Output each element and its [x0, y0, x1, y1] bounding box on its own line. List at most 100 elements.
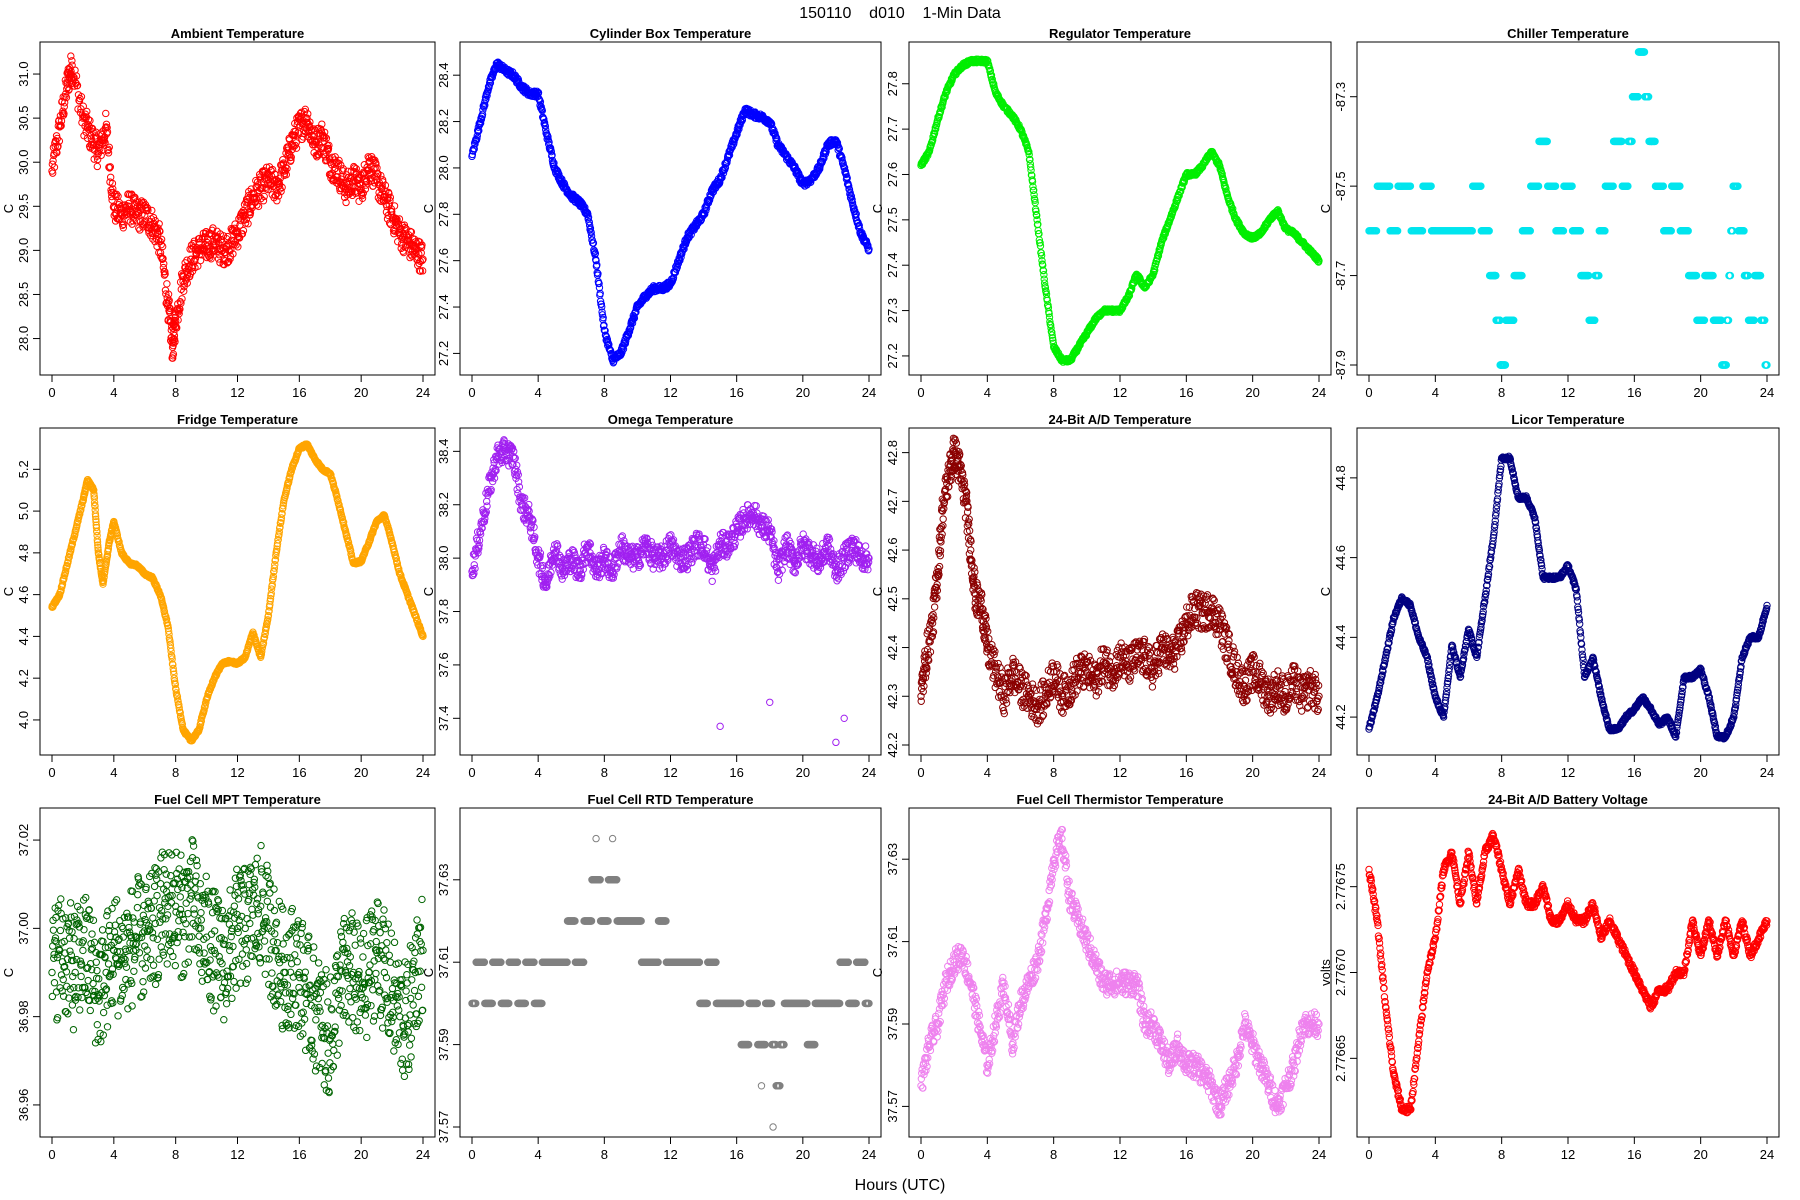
data-point: [103, 123, 111, 132]
x-tick-label: 16: [1627, 385, 1641, 400]
y-tick-label: 27.6: [436, 248, 451, 273]
x-tick-label: 8: [1498, 385, 1505, 400]
y-tick-label: 27.8: [436, 202, 451, 227]
y-tick-label: 27.3: [885, 298, 900, 323]
y-tick-label: 28.5: [16, 282, 31, 307]
x-tick-label: 0: [48, 765, 55, 780]
data-point: [194, 262, 202, 270]
data-point: [138, 210, 146, 219]
data-point: [157, 240, 165, 249]
x-tick-label: 8: [1050, 385, 1057, 400]
x-tick-label: 16: [292, 765, 306, 780]
data-point: [101, 138, 109, 147]
y-axis-label: C: [421, 204, 436, 213]
data-point: [159, 254, 167, 263]
x-tick-label: 20: [1693, 385, 1707, 400]
data-point: [112, 190, 121, 199]
x-tick-label: 24: [1312, 385, 1326, 400]
data-point: [238, 208, 246, 217]
y-tick-label: 27.4: [436, 294, 451, 319]
series-points: [48, 52, 427, 362]
x-tick-label: 4: [110, 385, 117, 400]
data-point: [76, 94, 84, 103]
data-point: [50, 163, 59, 171]
data-point: [151, 237, 159, 246]
series-points: [917, 55, 1323, 366]
y-tick-label: 27.4: [885, 253, 900, 278]
data-point: [73, 81, 82, 90]
plot-frame: [39, 427, 436, 756]
y-axis-label: C: [1318, 204, 1333, 213]
data-point: [189, 262, 197, 270]
data-point: [206, 253, 214, 262]
y-tick-label: 29.0: [16, 238, 31, 263]
y-tick-label: 28.0: [16, 326, 31, 351]
x-tick-label: 0: [1365, 385, 1372, 400]
data-point: [227, 245, 235, 254]
data-point: [244, 220, 252, 228]
x-tick-label: 24: [1760, 385, 1774, 400]
y-tick-label: 29.5: [16, 194, 31, 219]
y-tick-label: 27.2: [885, 343, 900, 368]
y-tick-label: 27.5: [885, 207, 900, 232]
data-point: [157, 235, 166, 244]
x-tick-label: 8: [601, 385, 608, 400]
y-tick-label: -87.9: [1333, 350, 1348, 380]
data-point: [129, 217, 137, 225]
y-tick-label: -87.5: [1333, 171, 1348, 201]
x-tick-label: 24: [416, 765, 430, 780]
chart-title: Ambient Temperature: [171, 26, 304, 41]
data-point: [84, 115, 93, 124]
data-point: [210, 247, 219, 255]
y-tick-label: 28.4: [436, 63, 451, 88]
x-tick-label: 4: [535, 385, 542, 400]
data-point: [160, 271, 169, 279]
series-points: [468, 58, 873, 367]
y-tick-label: 4.0: [16, 711, 31, 729]
data-point: [106, 173, 115, 181]
data-point: [177, 299, 185, 307]
data-point: [67, 52, 75, 60]
x-tick-label: 20: [354, 765, 368, 780]
chart-title: Regulator Temperature: [1049, 26, 1191, 41]
data-point: [1034, 220, 1042, 229]
chart-title: Cylinder Box Temperature: [590, 26, 752, 41]
data-point: [103, 128, 112, 136]
data-point: [155, 220, 163, 228]
data-point: [183, 279, 191, 287]
data-point: [238, 230, 247, 238]
data-point: [161, 270, 169, 278]
data-point: [63, 85, 71, 93]
data-point: [60, 102, 68, 111]
data-point: [223, 232, 232, 241]
data-point: [199, 234, 207, 242]
data-point: [72, 72, 81, 80]
y-tick-label: 4.6: [16, 586, 31, 604]
data-point: [83, 134, 92, 142]
data-point: [105, 143, 113, 151]
y-tick-label: 30.5: [16, 105, 31, 130]
data-point: [196, 256, 205, 265]
data-point: [158, 242, 167, 251]
x-tick-label: 16: [292, 385, 306, 400]
data-point: [166, 307, 174, 315]
data-point: [105, 164, 114, 172]
x-tick-label: 4: [984, 385, 991, 400]
data-point: [106, 163, 115, 171]
data-point: [97, 151, 105, 160]
x-tick-label: 24: [862, 385, 876, 400]
x-tick-label: 4: [1432, 385, 1439, 400]
chart-title: Chiller Temperature: [1507, 26, 1629, 41]
data-point: [170, 335, 179, 343]
data-point: [204, 252, 213, 260]
data-point: [178, 295, 186, 303]
x-tick-label: 16: [729, 385, 743, 400]
data-point: [246, 208, 255, 217]
data-point: [169, 350, 178, 358]
data-point: [93, 162, 102, 171]
